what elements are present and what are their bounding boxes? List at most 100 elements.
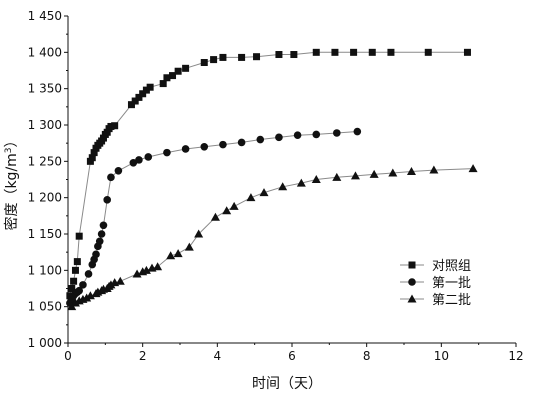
data-point <box>388 168 398 177</box>
data-point <box>169 72 177 80</box>
data-point <box>146 83 154 91</box>
data-point <box>253 53 261 61</box>
data-point <box>293 131 302 139</box>
data-point <box>200 59 208 67</box>
y-tick-label: 1 400 <box>28 45 62 59</box>
data-point <box>71 266 79 274</box>
legend-item: 第二批 <box>400 293 471 308</box>
data-point <box>174 67 182 75</box>
data-point <box>350 48 358 56</box>
data-point <box>278 182 288 191</box>
data-point <box>166 251 176 260</box>
data-point <box>275 51 283 59</box>
y-tick-label: 1 000 <box>28 336 62 350</box>
y-axis-title-superscript: 3 <box>4 147 14 153</box>
data-point <box>131 97 139 105</box>
data-point <box>219 53 227 61</box>
data-point <box>182 64 190 72</box>
legend-item: 对照组 <box>400 259 471 274</box>
data-point <box>368 48 376 56</box>
data-point <box>163 148 171 157</box>
y-axis-title: 密度（kg/m3） <box>3 133 20 230</box>
data-point <box>350 171 360 180</box>
data-point <box>237 138 246 147</box>
y-tick-label: 1 200 <box>28 191 62 205</box>
data-point <box>142 86 150 94</box>
data-point <box>82 293 92 302</box>
data-point <box>259 188 269 197</box>
data-point <box>387 48 395 56</box>
series-2 <box>66 127 362 307</box>
data-point <box>99 134 107 142</box>
data-point <box>114 166 123 175</box>
axes-layer: 1 000 1 050 1 100 1 150 1 200 1 250 1 300 1 350… <box>28 9 524 363</box>
data-point <box>75 232 83 240</box>
data-point <box>312 130 321 139</box>
data-point <box>331 48 339 56</box>
data-point <box>222 206 232 215</box>
data-point <box>312 48 320 56</box>
data-point <box>135 156 143 164</box>
x-tick-label: 10 <box>434 349 449 363</box>
data-point <box>406 167 416 176</box>
data-point <box>424 48 432 56</box>
data-point <box>68 285 76 292</box>
legend-label: 第二批 <box>432 293 471 308</box>
data-point <box>256 135 265 144</box>
y-tick-label: 1 250 <box>28 154 62 168</box>
data-point <box>296 178 306 187</box>
data-point <box>115 276 125 285</box>
data-point <box>90 149 98 157</box>
data-point <box>333 129 341 137</box>
legend-marker <box>407 294 417 303</box>
data-point <box>141 265 151 274</box>
x-tick-label: 8 <box>363 349 371 363</box>
data-point <box>311 175 321 183</box>
data-point <box>153 262 163 271</box>
data-point <box>163 74 171 82</box>
series-layer <box>66 48 478 311</box>
x-axis-title: 时间（天） <box>252 376 322 392</box>
x-tick-label: 0 <box>64 349 72 363</box>
data-point <box>107 173 115 182</box>
data-point <box>75 286 83 295</box>
data-point <box>135 93 143 101</box>
legend-label: 第一批 <box>432 276 471 291</box>
legend-label: 对照组 <box>432 259 471 274</box>
data-point <box>107 122 115 130</box>
data-point <box>290 51 298 59</box>
series-line <box>71 168 474 308</box>
data-point <box>429 165 439 174</box>
data-point <box>85 291 95 300</box>
data-point <box>173 249 183 258</box>
legend-marker <box>408 261 416 269</box>
series-3 <box>67 164 478 311</box>
data-point <box>95 237 104 246</box>
data-point <box>275 133 283 142</box>
data-point <box>92 250 100 259</box>
data-point <box>84 270 93 278</box>
legend-item: 第一批 <box>400 276 471 291</box>
data-point <box>79 281 87 289</box>
data-point <box>106 280 116 289</box>
data-point <box>219 140 227 149</box>
data-point <box>132 269 142 278</box>
data-point <box>159 80 167 88</box>
legend-marker <box>408 278 416 286</box>
y-tick-label: 1 100 <box>28 263 62 277</box>
data-point <box>210 56 218 64</box>
data-point <box>70 298 80 307</box>
y-tick-label: 1 450 <box>28 9 62 23</box>
series-1 <box>66 48 471 300</box>
x-tick-label: 6 <box>288 349 296 363</box>
y-axis-title-main: 密度（kg/m <box>3 153 20 230</box>
data-point <box>144 153 153 161</box>
x-tick-label: 12 <box>508 349 523 363</box>
data-point <box>184 242 194 251</box>
data-point <box>353 127 362 136</box>
data-point <box>181 145 190 153</box>
data-point <box>210 212 220 221</box>
